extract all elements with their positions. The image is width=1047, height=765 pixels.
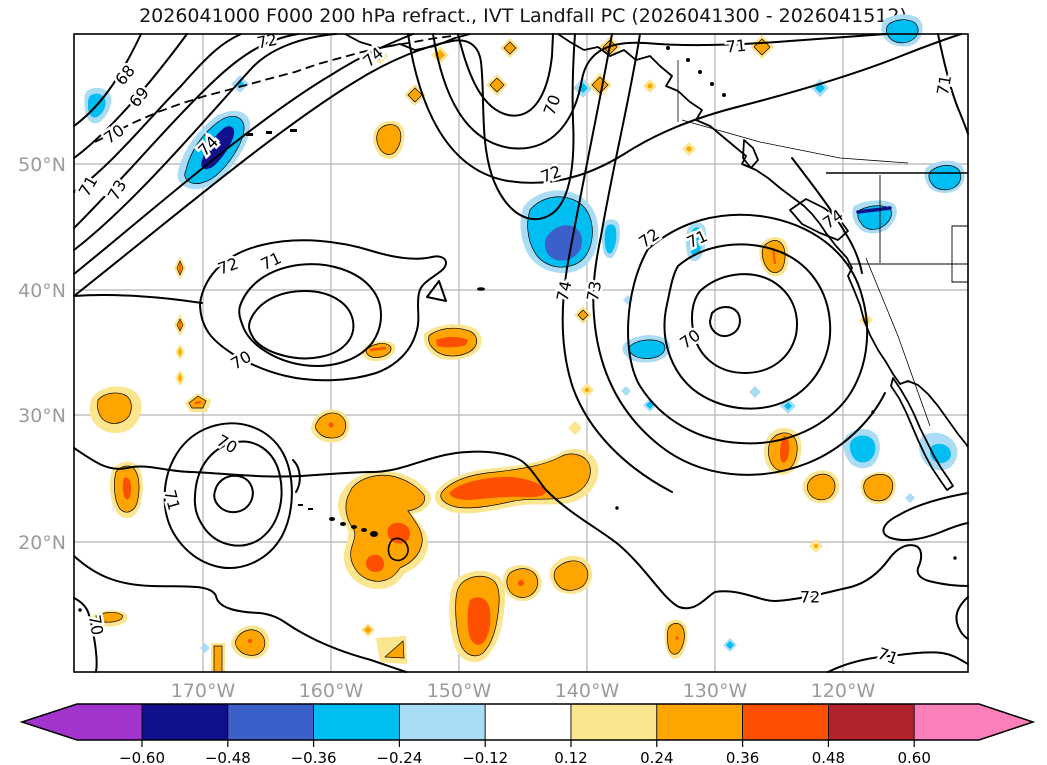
y-tick-label: 40°N xyxy=(18,280,66,302)
colorbar-tick-label: −0.36 xyxy=(291,749,337,765)
contour-label: 73 xyxy=(583,279,605,302)
colorbar: −0.60 −0.48 −0.36 −0.24 −0.12 0.12 0.24 0.36 0.4… xyxy=(19,703,1036,765)
x-axis-tick-labels: 170°W 160°W 150°W 140°W 130°W 120°W xyxy=(171,680,876,702)
colorbar-under-arrow xyxy=(22,704,142,740)
colorbar-segment xyxy=(227,703,315,741)
colorbar-tick-label: 0.12 xyxy=(554,749,587,765)
hawaiian-islands xyxy=(298,504,409,562)
x-tick-label: 140°W xyxy=(555,680,620,702)
x-tick-label: 150°W xyxy=(427,680,492,702)
haida-gwaii xyxy=(742,139,759,169)
colorbar-tick-label: −0.12 xyxy=(462,749,508,765)
coastlines xyxy=(78,33,969,612)
alaska-mainland xyxy=(344,33,471,51)
y-tick-label: 20°N xyxy=(18,532,66,554)
colorbar-tick-label: 0.48 xyxy=(812,749,845,765)
small-islands xyxy=(246,46,726,136)
figure-title: 2026041000 F000 200 hPa refract., IVT La… xyxy=(139,5,907,27)
contour-label: 70 xyxy=(85,613,107,636)
colorbar-segment xyxy=(570,703,658,741)
colorbar-outline xyxy=(19,703,1036,741)
colorbar-tick-label: 0.60 xyxy=(897,749,930,765)
vancouver-island xyxy=(789,198,849,241)
colorbar-segment xyxy=(141,703,229,741)
x-tick-label: 120°W xyxy=(811,680,876,702)
colorbar-segment xyxy=(656,703,743,741)
colorbar-segment xyxy=(828,703,915,741)
colorbar-segment xyxy=(742,703,829,741)
colorbar-tick-label: −0.24 xyxy=(376,749,422,765)
y-axis-tick-labels: 50°N 40°N 30°N 20°N xyxy=(18,154,66,554)
positive-anomaly-patches xyxy=(89,35,896,673)
y-tick-label: 50°N xyxy=(18,154,66,176)
colorbar-segment xyxy=(484,703,572,741)
contour-label: 72 xyxy=(800,588,820,607)
x-tick-label: 130°W xyxy=(683,680,748,702)
colorbar-tick-label: 0.36 xyxy=(726,749,759,765)
coastline-baja xyxy=(890,377,954,491)
coastline-alaska-bc-west-coast xyxy=(557,33,969,448)
contour-label: 71 xyxy=(933,73,955,96)
political-borders xyxy=(677,60,968,427)
y-tick-label: 30°N xyxy=(18,405,66,427)
colorbar-tick-label: 0.24 xyxy=(640,749,673,765)
colorbar-tick-label: −0.48 xyxy=(205,749,251,765)
colorbar-over-arrow xyxy=(914,704,1033,740)
x-tick-label: 160°W xyxy=(299,680,364,702)
colorbar-tick-label: −0.60 xyxy=(119,749,165,765)
contour-label: 71 xyxy=(725,36,747,57)
colorbar-segment xyxy=(398,703,486,741)
plot-frame xyxy=(73,33,969,673)
x-tick-label: 170°W xyxy=(171,680,236,702)
colorbar-segment xyxy=(313,703,400,741)
contour-lines xyxy=(73,33,969,673)
